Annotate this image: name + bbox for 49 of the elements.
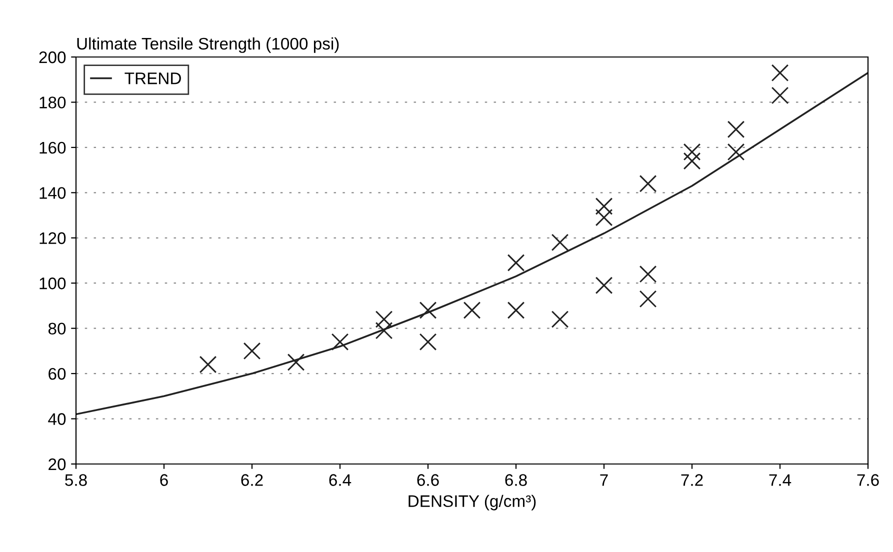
y-tick-label: 100 [40, 278, 66, 290]
x-tick-label: 6.6 [417, 474, 439, 486]
x-tick-label: 6.4 [329, 474, 352, 486]
point [595, 276, 613, 294]
point [507, 302, 525, 319]
x-tick-label: 5.8 [65, 474, 87, 486]
point [507, 254, 525, 272]
x-tick-label: 6 [160, 474, 168, 486]
x-tick-label: 7.6 [857, 474, 879, 486]
point [639, 265, 657, 283]
y-tick-label: 60 [48, 368, 66, 380]
point [727, 143, 745, 161]
x-tick-label: 7 [600, 474, 608, 486]
point [683, 152, 701, 170]
y-tick-label: 120 [40, 232, 66, 244]
y-tick-label: 40 [48, 413, 66, 425]
y-tick-label: 160 [40, 142, 66, 154]
y-axis-title: Ultimate Tensile Strength (1000 psi) [77, 37, 339, 53]
y-tick-label: 180 [40, 96, 66, 108]
x-tick-label: 6.8 [505, 474, 527, 486]
x-tick-label: 6.2 [241, 474, 263, 486]
point [375, 322, 393, 340]
legend-label: TREND [124, 72, 181, 84]
y-tick-label: 140 [40, 187, 66, 199]
y-tick-label: 80 [48, 322, 66, 335]
line-series [76, 72, 868, 416]
y-tick-label: 20 [48, 458, 66, 470]
x-tick-label: 7.4 [769, 474, 792, 486]
point [727, 120, 745, 138]
point [639, 174, 657, 192]
x-tick-label: 7.2 [681, 474, 703, 486]
point [595, 208, 613, 226]
point [199, 356, 217, 374]
point [551, 234, 569, 252]
point [331, 333, 349, 351]
y-tick-label: 200 [39, 51, 66, 64]
point [419, 333, 437, 351]
point [771, 86, 789, 104]
point [375, 310, 393, 328]
point [463, 302, 481, 319]
point [419, 302, 437, 319]
point [639, 290, 657, 308]
x-axis-title: DENSITY (g/cm³) [408, 494, 536, 510]
point [551, 310, 569, 328]
point [287, 354, 305, 371]
point [771, 64, 789, 82]
point [683, 143, 701, 161]
point [243, 342, 261, 360]
point [595, 198, 613, 215]
